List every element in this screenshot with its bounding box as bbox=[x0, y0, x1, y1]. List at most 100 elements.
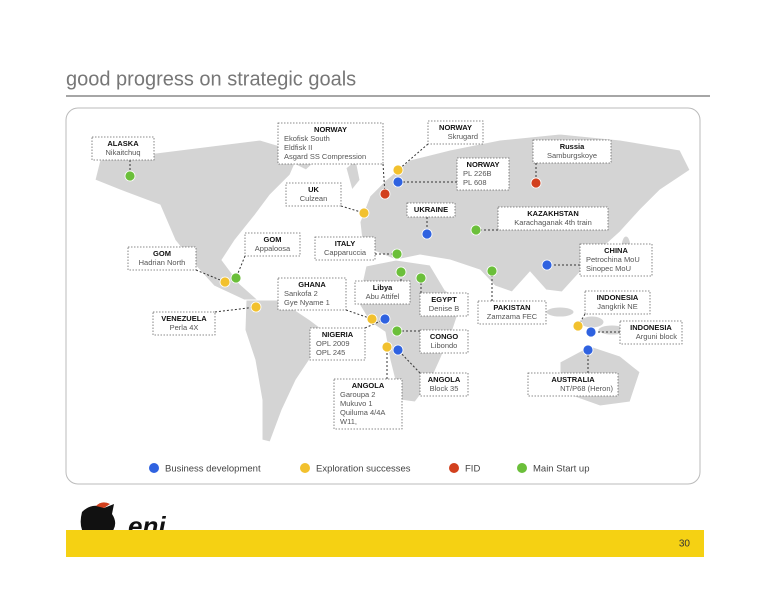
callout-box bbox=[244, 232, 301, 257]
marker bbox=[391, 248, 403, 260]
callout-line: Samburgskoye bbox=[547, 151, 597, 160]
marker bbox=[572, 320, 584, 332]
callout-box bbox=[527, 372, 619, 397]
callout-box bbox=[406, 202, 456, 218]
marker bbox=[392, 164, 404, 176]
callout-line: Asgard SS Compression bbox=[284, 152, 366, 161]
callout-title: EGYPT bbox=[431, 295, 457, 304]
callout-title: GOM bbox=[153, 249, 171, 258]
callout-box bbox=[419, 292, 469, 317]
callout-box bbox=[456, 157, 510, 191]
marker bbox=[486, 265, 498, 277]
marker bbox=[415, 272, 427, 284]
callout-line: Garoupa 2 bbox=[340, 390, 375, 399]
footer-band bbox=[66, 530, 704, 557]
marker bbox=[395, 266, 407, 278]
callout-box bbox=[532, 139, 612, 164]
marker bbox=[470, 224, 482, 236]
callout-line: Sinopec MoU bbox=[586, 264, 631, 273]
leader-line bbox=[345, 309, 373, 320]
leader-line bbox=[397, 143, 429, 171]
marker bbox=[358, 207, 370, 219]
marker bbox=[379, 188, 391, 200]
callout-line: Skrugard bbox=[448, 132, 478, 141]
callout-title: INDONESIA bbox=[630, 323, 672, 332]
marker bbox=[530, 177, 542, 189]
callout-line: Jangkrik NE bbox=[597, 302, 637, 311]
leader-line bbox=[195, 269, 226, 283]
callout-title: UK bbox=[308, 185, 319, 194]
callout-line: Abu Attifel bbox=[366, 292, 400, 301]
marker bbox=[381, 341, 393, 353]
callout-line: Perla 4X bbox=[170, 323, 199, 332]
page-number: 30 bbox=[679, 539, 691, 550]
callout-box bbox=[277, 122, 384, 165]
slide-title: good progress on strategic goals bbox=[66, 68, 356, 90]
callout-title: NORWAY bbox=[467, 160, 500, 169]
callout-title: INDONESIA bbox=[597, 293, 639, 302]
marker bbox=[250, 301, 262, 313]
callout-box bbox=[497, 206, 609, 231]
legend-label: FID bbox=[465, 464, 480, 475]
callout-line: W11, bbox=[340, 417, 357, 426]
callout-line: Mukuvo 1 bbox=[340, 399, 373, 408]
callout-box bbox=[419, 372, 469, 397]
callout-box bbox=[277, 277, 347, 311]
callout-box bbox=[333, 378, 403, 430]
callout-box bbox=[127, 246, 197, 271]
callout-title: PAKISTAN bbox=[493, 303, 530, 312]
callout-line: Appaloosa bbox=[255, 244, 291, 253]
callout-box bbox=[619, 320, 683, 345]
callout-title: ANGOLA bbox=[352, 381, 385, 390]
callout-title: NORWAY bbox=[439, 123, 472, 132]
callout-line: Libondo bbox=[431, 341, 458, 350]
callout-line: Denise B bbox=[429, 304, 459, 313]
legend-label: Exploration successes bbox=[316, 464, 411, 475]
leader-line bbox=[397, 349, 421, 374]
callout-line: Quiluma 4/4A bbox=[340, 408, 385, 417]
marker bbox=[124, 170, 136, 182]
leader-line bbox=[214, 306, 257, 313]
callout-title: ITALY bbox=[335, 239, 355, 248]
legend-marker bbox=[449, 463, 459, 473]
callout-line: OPL 245 bbox=[316, 348, 345, 357]
callout-box bbox=[354, 280, 411, 305]
callout-box bbox=[309, 327, 366, 361]
callout-title: GOM bbox=[264, 235, 282, 244]
callout-line: Sankofa 2 bbox=[284, 289, 318, 298]
callout-title: Russia bbox=[560, 142, 585, 151]
callout-title: KAZAKHSTAN bbox=[527, 209, 579, 218]
marker bbox=[379, 313, 391, 325]
marker bbox=[421, 228, 433, 240]
callout-line: Arguni block bbox=[636, 332, 678, 341]
callout-line: Zamzama FEC bbox=[487, 312, 538, 321]
markers bbox=[124, 164, 597, 356]
callout-title: ANGOLA bbox=[428, 375, 461, 384]
callout-title: CONGO bbox=[430, 332, 459, 341]
callout-box bbox=[419, 329, 469, 354]
callout-box bbox=[477, 300, 547, 325]
callout-line: Hadrian North bbox=[139, 258, 186, 267]
callout-title: NIGERIA bbox=[322, 330, 354, 339]
callout-title: Libya bbox=[373, 283, 393, 292]
callout-line: Karachaganak 4th train bbox=[514, 218, 592, 227]
callout-line: PL 226B bbox=[463, 169, 492, 178]
callout-box bbox=[91, 136, 155, 161]
callout-box bbox=[579, 243, 653, 277]
callout-line: Capparuccia bbox=[324, 248, 367, 257]
callout-line: Ekofisk South bbox=[284, 134, 330, 143]
marker bbox=[585, 326, 597, 338]
legend-marker bbox=[300, 463, 310, 473]
marker bbox=[541, 259, 553, 271]
callout-box bbox=[427, 120, 484, 145]
callout-title: AUSTRALIA bbox=[551, 375, 595, 384]
marker bbox=[391, 325, 403, 337]
marker bbox=[392, 176, 404, 188]
callout-title: UKRAINE bbox=[414, 205, 448, 214]
marker bbox=[230, 272, 242, 284]
callout-line: OPL 2009 bbox=[316, 339, 350, 348]
callout-box bbox=[314, 236, 376, 261]
callout-line: Eldfisk II bbox=[284, 143, 312, 152]
